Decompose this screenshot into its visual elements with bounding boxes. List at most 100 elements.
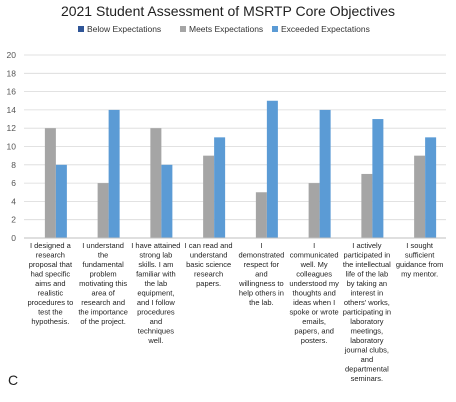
legend-label: Meets Expectations xyxy=(189,24,263,34)
category-label-line: of the project. xyxy=(80,317,125,326)
category-label-line: problem xyxy=(90,270,117,279)
y-tick-label: 8 xyxy=(11,160,16,170)
category-label-line: equipment, xyxy=(137,289,174,298)
bar xyxy=(319,109,331,239)
y-tick-label: 0 xyxy=(11,233,16,243)
category-label-line: colleagues xyxy=(296,270,332,279)
bar xyxy=(372,119,384,238)
bar xyxy=(55,164,67,238)
bar xyxy=(361,173,373,238)
category-label: I have attained strong lab skills. I am fam… xyxy=(131,241,180,345)
category-label-line: papers. xyxy=(196,279,221,288)
category-label-line: participated in xyxy=(344,251,391,260)
bar xyxy=(108,109,120,239)
category-label-line: the lab. xyxy=(249,298,274,307)
category-label-line: understood my xyxy=(289,279,339,288)
category-label-line: fundamental xyxy=(82,260,124,269)
category-label: I actively participated in the intellectua… xyxy=(343,241,391,383)
category-label-line: the intellectual xyxy=(343,260,391,269)
legend-swatch xyxy=(272,26,278,32)
category-label-line: demonstrated xyxy=(238,251,284,260)
bar xyxy=(150,128,162,238)
category-label-line: I understand xyxy=(82,241,124,250)
category-label: I can read and understand basic science res… xyxy=(185,241,233,288)
category-label-line: I have attained xyxy=(131,241,180,250)
y-tick-label: 6 xyxy=(11,178,16,188)
category-label-line: participating in xyxy=(343,308,391,317)
legend-swatch xyxy=(78,26,84,32)
category-label-line: communicated xyxy=(290,251,339,260)
category-label-line: proposal that xyxy=(29,260,73,269)
legend-swatch xyxy=(180,26,186,32)
category-label-line: others' works, xyxy=(344,298,390,307)
y-tick-label: 10 xyxy=(7,142,17,152)
category-label: I sought sufficient guidance from my mentor… xyxy=(396,241,444,279)
category-label-line: sufficient xyxy=(405,251,435,260)
category-label-line: techniques xyxy=(138,327,175,336)
y-tick-label: 2 xyxy=(11,215,16,225)
category-label-line: guidance from xyxy=(396,260,444,269)
bar xyxy=(266,100,278,238)
category-labels: I designed a research proposal that had spe… xyxy=(27,241,443,383)
category-label-line: seminars. xyxy=(351,374,384,383)
category-label: I understand the fundamental problem motivat… xyxy=(78,241,128,326)
category-label-line: I sought xyxy=(406,241,434,250)
bar xyxy=(308,183,320,238)
bar xyxy=(203,155,215,238)
category-label-line: help others in xyxy=(239,289,284,298)
bars xyxy=(44,100,437,239)
category-label-line: research xyxy=(194,270,223,279)
y-tick-label: 14 xyxy=(7,105,17,115)
category-label-line: meetings, xyxy=(351,327,384,336)
bar xyxy=(425,137,437,238)
category-label-line: procedures to xyxy=(27,298,73,307)
category-label-line: emails, xyxy=(302,317,326,326)
y-tick-label: 16 xyxy=(7,87,17,97)
legend-label: Exceeded Expectations xyxy=(281,24,370,34)
category-label-line: departmental xyxy=(345,365,389,374)
category-label-line: strong lab xyxy=(139,251,172,260)
category-label-line: skills. I am xyxy=(138,260,173,269)
category-label-line: understand xyxy=(190,251,228,260)
chart-title: 2021 Student Assessment of MSRTP Core Ob… xyxy=(61,3,395,19)
category-label-line: I xyxy=(313,241,315,250)
category-label-line: the xyxy=(98,251,108,260)
category-label-line: and xyxy=(255,270,268,279)
category-label-line: ideas when I xyxy=(293,298,335,307)
category-label-line: well. My xyxy=(300,260,328,269)
gridlines xyxy=(24,54,446,221)
bar xyxy=(414,155,426,238)
category-label-line: posters. xyxy=(301,336,328,345)
category-label-line: the importance xyxy=(78,308,128,317)
category-label-line: area of xyxy=(91,289,115,298)
category-label-line: I can read and xyxy=(185,241,233,250)
category-label-line: the lab xyxy=(145,279,168,288)
y-tick-label: 20 xyxy=(7,50,17,60)
category-label-line: and xyxy=(150,317,163,326)
y-tick-label: 12 xyxy=(7,123,17,133)
category-label-line: research and xyxy=(81,298,125,307)
category-label-line: papers, and xyxy=(294,327,334,336)
category-label-line: I actively xyxy=(352,241,381,250)
category-label-line: realistic xyxy=(38,289,64,298)
panel-label: C xyxy=(8,372,18,388)
category-label-line: basic science xyxy=(186,260,231,269)
category-label-line: well. xyxy=(147,336,163,345)
category-label-line: I xyxy=(260,241,262,250)
category-label-line: thoughts and xyxy=(292,289,335,298)
category-label-line: and xyxy=(361,355,374,364)
category-label-line: hypothesis. xyxy=(31,317,69,326)
y-tick-label: 4 xyxy=(11,196,16,206)
category-label-line: my mentor. xyxy=(401,270,438,279)
y-tick-label: 18 xyxy=(7,68,17,78)
category-label-line: laboratory xyxy=(350,317,384,326)
category-label-line: by taking an xyxy=(347,279,387,288)
category-label-line: willingness to xyxy=(238,279,284,288)
category-label-line: procedures xyxy=(137,308,175,317)
category-label-line: had specific xyxy=(31,270,71,279)
bar xyxy=(161,164,173,238)
